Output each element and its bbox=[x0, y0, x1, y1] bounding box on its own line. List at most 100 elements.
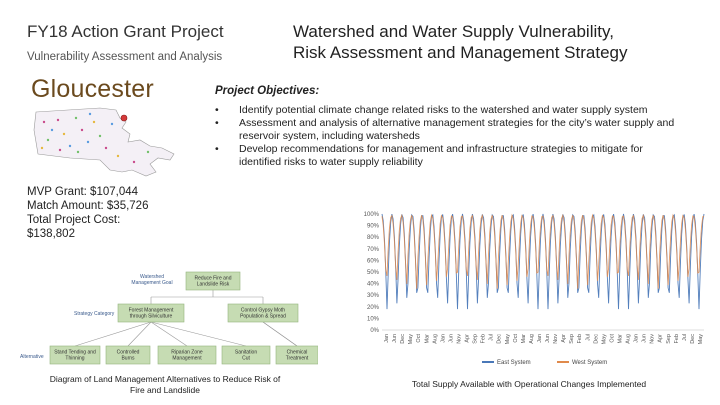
x-tick-label: Jan bbox=[634, 334, 640, 343]
total-cost-label: Total Project Cost: bbox=[27, 214, 121, 226]
y-tick-label: 80% bbox=[367, 235, 380, 241]
alternative-label: Riparian Zone Management bbox=[171, 350, 203, 362]
match-amount: Match Amount: $35,726 bbox=[27, 200, 149, 212]
row-label-strategy: Strategy Category bbox=[74, 311, 115, 317]
objectives-list: Identify potential climate change relate… bbox=[215, 104, 685, 169]
connector-line bbox=[262, 321, 298, 347]
supply-chart: 0%10%20%30%40%50%60%70%80%90%100%Jan Jun D… bbox=[364, 212, 705, 366]
x-tick-label: Dec bbox=[690, 334, 696, 344]
project-title-line1: Watershed and Water Supply Vulnerability… bbox=[293, 22, 614, 41]
x-tick-label: Oct bbox=[416, 334, 422, 343]
x-tick-label: Mar bbox=[424, 334, 430, 344]
x-tick-label: Jun bbox=[642, 334, 648, 343]
x-tick-label: Aug bbox=[626, 334, 632, 344]
connector-line bbox=[74, 321, 152, 347]
objective-item: Develop recommendations for management a… bbox=[215, 143, 685, 169]
gloucester-marker-icon bbox=[120, 114, 128, 122]
x-tick-label: Apr bbox=[561, 334, 567, 343]
connector-line bbox=[150, 321, 247, 347]
goal-box bbox=[185, 271, 241, 291]
x-tick-label: Jun bbox=[392, 334, 398, 343]
diagram-caption: Diagram of Land Management Alternatives … bbox=[30, 374, 300, 395]
objective-item: Assessment and analysis of alternative m… bbox=[215, 117, 685, 143]
x-tick-label: Nov bbox=[456, 334, 462, 344]
y-tick-label: 10% bbox=[367, 316, 380, 322]
y-tick-label: 40% bbox=[367, 282, 380, 288]
x-tick-label: Sep bbox=[569, 334, 575, 344]
strategy-box bbox=[117, 303, 185, 323]
alternative-box bbox=[105, 345, 151, 365]
connector-line bbox=[150, 321, 188, 347]
x-tick-label: May bbox=[601, 334, 607, 345]
y-tick-label: 30% bbox=[367, 293, 380, 299]
alternative-label: Chemical Treatment bbox=[286, 350, 309, 362]
x-tick-label: Jun bbox=[448, 334, 454, 343]
alternative-box bbox=[157, 345, 217, 365]
y-tick-label: 90% bbox=[367, 224, 380, 230]
x-tick-label: Jun bbox=[545, 334, 551, 343]
x-tick-label: Jan bbox=[440, 334, 446, 343]
grant-summary: MVP Grant: $107,044 Match Amount: $35,72… bbox=[27, 185, 148, 241]
program-subtitle: Vulnerability Assessment and Analysis bbox=[27, 51, 223, 63]
x-tick-label: Jul bbox=[585, 334, 591, 341]
map-towns bbox=[40, 112, 150, 164]
x-tick-label: Feb bbox=[674, 334, 680, 343]
x-tick-label: Dec bbox=[593, 334, 599, 344]
y-tick-label: 60% bbox=[367, 258, 380, 264]
x-tick-label: Nov bbox=[650, 334, 656, 344]
connector-line bbox=[127, 321, 152, 347]
x-tick-label: Nov bbox=[553, 334, 559, 344]
x-tick-label: Oct bbox=[609, 334, 615, 343]
x-tick-label: Dec bbox=[497, 334, 503, 344]
row-label-goal: Watershed Management Goal bbox=[131, 274, 172, 286]
total-cost-value: $138,802 bbox=[27, 228, 75, 240]
x-tick-label: Sep bbox=[666, 334, 672, 344]
land-management-diagram: Reduce Fire and Landslide Risk Forest Mana… bbox=[20, 271, 318, 365]
mvp-grant-amount: MVP Grant: $107,044 bbox=[27, 186, 139, 198]
x-tick-label: Jul bbox=[682, 334, 688, 341]
x-tick-label: Jan bbox=[537, 334, 543, 343]
alternative-label: Sanitation Cut bbox=[235, 350, 257, 362]
x-tick-label: Apr bbox=[658, 334, 664, 343]
x-tick-label: Jul bbox=[489, 334, 495, 341]
x-tick-label: Jan bbox=[384, 334, 390, 343]
x-tick-label: May bbox=[505, 334, 511, 345]
x-tick-label: Sep bbox=[473, 334, 479, 344]
strategy-label: Control Gypsy Moth Population & Spread bbox=[240, 308, 286, 320]
x-tick-label: Mar bbox=[521, 334, 527, 344]
project-title: Watershed and Water Supply Vulnerability… bbox=[293, 21, 693, 63]
y-tick-label: 100% bbox=[364, 212, 380, 218]
row-label-alternative: Alternative bbox=[20, 354, 44, 360]
project-title-line2: Risk Assessment and Management Strategy bbox=[293, 43, 628, 62]
legend-label: West System bbox=[572, 360, 607, 366]
alternative-box bbox=[221, 345, 271, 365]
x-tick-label: Feb bbox=[481, 334, 487, 343]
alternative-label: Controlled Burns bbox=[117, 350, 140, 362]
alternative-box bbox=[49, 345, 101, 365]
legend-label: East System bbox=[497, 360, 531, 366]
strategy-label: Forest Management through Silviculture bbox=[129, 308, 174, 320]
chart-caption: Total Supply Available with Operational … bbox=[411, 379, 647, 389]
x-tick-label: May bbox=[698, 334, 704, 345]
x-tick-label: Feb bbox=[577, 334, 583, 343]
x-tick-label: Mar bbox=[617, 334, 623, 344]
series-line-west-system bbox=[381, 213, 705, 289]
x-tick-label: May bbox=[408, 334, 414, 345]
y-tick-label: 0% bbox=[370, 328, 379, 334]
x-tick-label: Oct bbox=[513, 334, 519, 343]
x-tick-label: Dec bbox=[400, 334, 406, 344]
alternative-box bbox=[275, 345, 318, 365]
y-tick-label: 50% bbox=[367, 270, 380, 276]
program-title: FY18 Action Grant Project bbox=[27, 22, 224, 41]
x-tick-label: Aug bbox=[432, 334, 438, 344]
y-tick-label: 20% bbox=[367, 305, 380, 311]
diagram-caption-line2: Fire and Landslide bbox=[130, 384, 200, 395]
goal-label: Reduce Fire and Landslide Risk bbox=[195, 276, 232, 288]
diagram-caption-line1: Diagram of Land Management Alternatives … bbox=[49, 374, 281, 384]
municipality-name: Gloucester bbox=[31, 75, 154, 103]
map-state-shape bbox=[33, 107, 175, 177]
objectives-title: Project Objectives: bbox=[215, 85, 320, 97]
alternative-label: Stand Tending and Thinning bbox=[54, 350, 96, 362]
x-tick-label: Apr bbox=[465, 334, 471, 343]
strategy-box bbox=[227, 303, 299, 323]
